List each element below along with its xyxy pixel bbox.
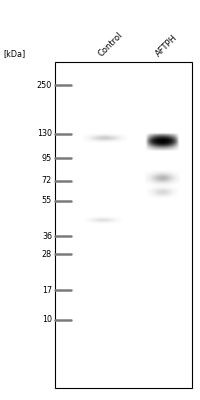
Bar <box>55 62 192 388</box>
Text: 10: 10 <box>42 315 52 324</box>
Text: 130: 130 <box>37 129 52 138</box>
Text: 17: 17 <box>42 286 52 295</box>
Text: 36: 36 <box>42 232 52 241</box>
Text: 72: 72 <box>42 176 52 186</box>
Text: 250: 250 <box>37 81 52 90</box>
Text: 28: 28 <box>42 250 52 259</box>
Text: 55: 55 <box>42 196 52 205</box>
Text: 95: 95 <box>42 154 52 163</box>
Text: Control: Control <box>97 30 125 58</box>
Text: [kDa]: [kDa] <box>3 50 25 58</box>
Text: AFTPH: AFTPH <box>154 32 179 58</box>
